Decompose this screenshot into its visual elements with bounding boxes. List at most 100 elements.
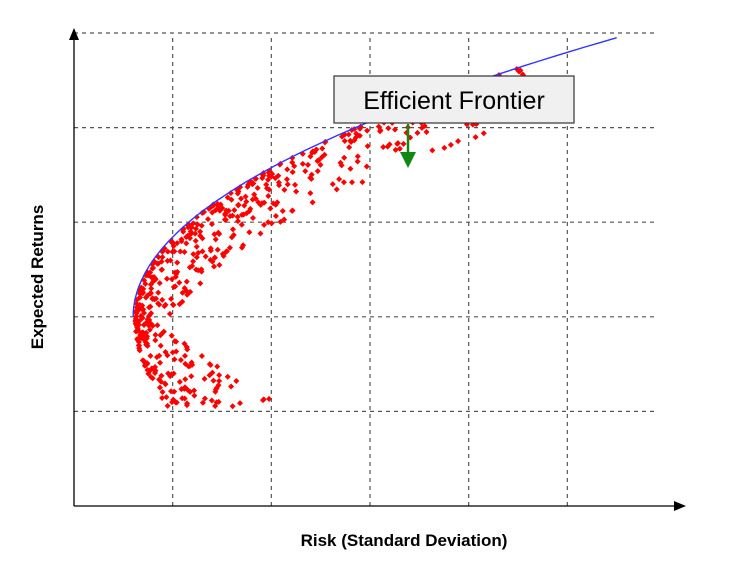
point-408 (156, 301, 163, 308)
point-420 (164, 248, 171, 255)
point-334 (341, 154, 348, 161)
point-410 (266, 395, 273, 402)
point-593 (339, 133, 346, 140)
point-527 (179, 298, 186, 305)
point-140 (192, 230, 199, 237)
point-236 (158, 266, 165, 273)
point-557 (193, 243, 200, 250)
point-350 (135, 342, 142, 349)
point-31 (238, 221, 245, 228)
point-564 (275, 179, 282, 186)
point-575 (183, 402, 190, 409)
point-576 (198, 222, 205, 229)
point-390 (353, 130, 360, 137)
point-595 (187, 388, 194, 395)
point-259 (152, 337, 159, 344)
point-552 (135, 338, 142, 345)
portfolio-points (132, 66, 527, 410)
point-393 (260, 172, 267, 179)
point-101 (177, 248, 184, 255)
point-210 (156, 280, 163, 287)
point-385 (318, 154, 325, 161)
y-axis-title: Expected Returns (28, 205, 47, 350)
point-511 (222, 210, 229, 217)
point-275 (181, 249, 188, 256)
point-110 (421, 122, 428, 129)
point-164 (243, 198, 250, 205)
point-147 (472, 134, 479, 141)
point-93 (284, 166, 291, 173)
point-353 (162, 301, 169, 308)
point-398 (236, 400, 243, 407)
point-388 (268, 220, 275, 227)
point-84 (201, 395, 208, 402)
point-360 (333, 186, 340, 193)
point-543 (354, 153, 361, 160)
point-103 (168, 295, 175, 302)
point-566 (364, 127, 371, 134)
point-355 (157, 342, 164, 349)
point-418 (307, 190, 314, 197)
point-404 (170, 302, 177, 309)
point-414 (319, 145, 326, 152)
point-267 (215, 382, 222, 389)
point-417 (265, 176, 272, 183)
point-369 (380, 144, 387, 151)
x-axis-arrow (674, 501, 686, 511)
point-306 (171, 248, 178, 255)
point-462 (359, 179, 366, 186)
point-544 (259, 397, 266, 404)
point-374 (347, 165, 354, 172)
point-482 (249, 214, 256, 221)
point-419 (137, 312, 144, 319)
point-553 (214, 246, 221, 253)
point-266 (254, 185, 261, 192)
point-133 (174, 259, 181, 266)
point-478 (279, 207, 286, 214)
point-594 (173, 338, 180, 345)
axes (69, 28, 686, 511)
point-457 (220, 253, 227, 260)
point-441 (176, 378, 183, 385)
point-477 (170, 396, 177, 403)
point-574 (291, 163, 298, 170)
point-108 (216, 372, 223, 379)
point-467 (147, 352, 154, 359)
x-axis-title: Risk (Standard Deviation) (301, 531, 508, 550)
point-367 (455, 138, 462, 145)
point-363 (207, 245, 214, 252)
point-570 (134, 319, 141, 326)
point-381 (225, 207, 232, 214)
point-590 (222, 216, 229, 223)
point-92 (182, 352, 189, 359)
point-597 (146, 367, 153, 374)
point-175 (176, 279, 183, 286)
point-411 (235, 201, 242, 208)
point-449 (209, 258, 216, 265)
point-185 (181, 340, 188, 347)
point-598 (349, 179, 356, 186)
point-577 (169, 239, 176, 246)
point-90 (183, 278, 190, 285)
point-453 (364, 143, 371, 150)
point-589 (155, 260, 162, 267)
point-541 (258, 200, 265, 207)
point-173 (208, 221, 215, 228)
point-71 (392, 146, 399, 153)
point-474 (418, 124, 425, 131)
point-116 (155, 289, 162, 296)
point-540 (152, 369, 159, 376)
point-499 (243, 210, 250, 217)
point-464 (136, 347, 143, 354)
point-444 (133, 328, 140, 335)
point-158 (223, 248, 230, 255)
point-244 (210, 377, 217, 384)
point-122 (314, 168, 321, 175)
point-476 (162, 348, 169, 355)
point-460 (142, 294, 149, 301)
point-202 (329, 181, 336, 188)
point-475 (244, 183, 251, 190)
point-159 (229, 403, 236, 410)
point-394 (385, 125, 392, 132)
